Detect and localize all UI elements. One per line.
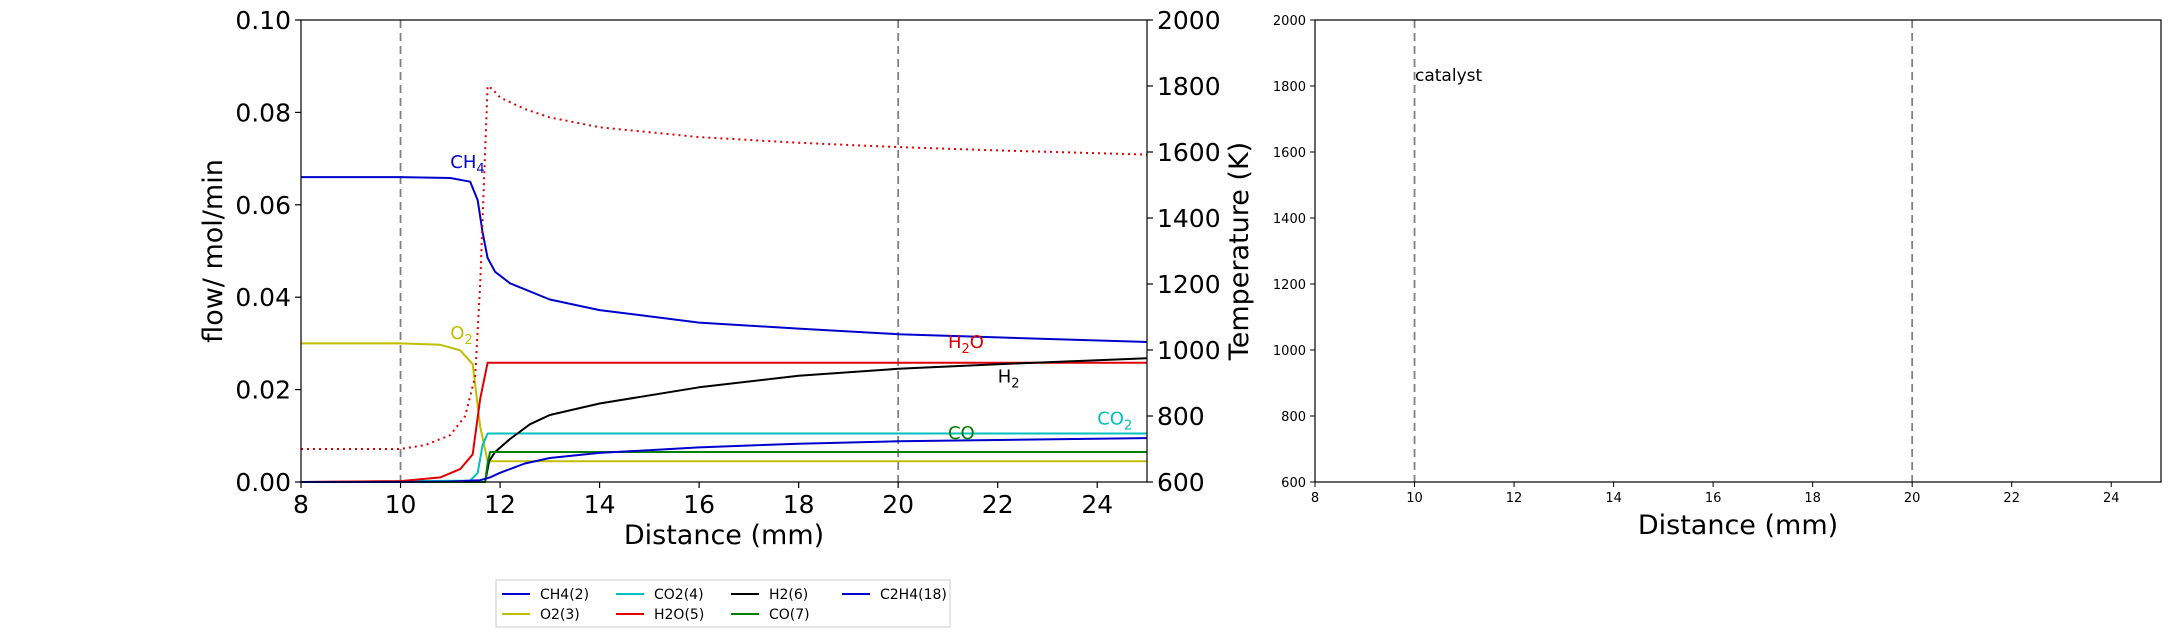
right-y-tick-label: 1600 xyxy=(1273,146,1306,161)
right-y-tick-label: 800 xyxy=(1157,402,1205,431)
series-line-h2-6- xyxy=(301,357,1148,483)
right-y-tick-label: 1400 xyxy=(1157,204,1221,233)
left-y-tick-label: 0.04 xyxy=(235,283,291,312)
series-line-ch4-2- xyxy=(301,176,1148,343)
left-y-tick-label: 0.00 xyxy=(235,468,291,497)
left-x-tick-label: 10 xyxy=(385,490,417,519)
right-x-tick-label: 24 xyxy=(2103,491,2120,506)
right-y-tick-label: 1000 xyxy=(1157,336,1221,365)
legend-label: CO2(4) xyxy=(654,587,704,603)
legend-label: O2(3) xyxy=(540,607,580,623)
left-x-ticks: 8 10 12 14 16 18 20 22 24 xyxy=(293,482,1113,519)
right-y-tick-label: 1800 xyxy=(1157,72,1221,101)
left-x-tick-label: 14 xyxy=(584,490,616,519)
left-x-axis-label: Distance (mm) xyxy=(624,520,824,551)
right-x-tick-label: 22 xyxy=(2003,491,2020,506)
legend: CH4(2) O2(3) CO2(4) H2O(5) H2(6) CO(7) C2H4(18… xyxy=(495,579,951,628)
series-line-c2h4-18- xyxy=(301,437,1148,483)
legend-label: CH4(2) xyxy=(540,587,589,603)
right-y-tick-label: 1600 xyxy=(1157,138,1221,167)
right-x-tick-label: 10 xyxy=(1406,491,1423,506)
legend-label: H2(6) xyxy=(769,587,808,603)
left-x-tick-label: 12 xyxy=(484,490,516,519)
right-x-tick-label: 18 xyxy=(1804,491,1821,506)
right-y-tick-label: 1200 xyxy=(1157,270,1221,299)
series-annotation-co2: CO2 xyxy=(1097,408,1132,433)
right-y-tick-label: 2000 xyxy=(1157,6,1221,35)
right-x-tick-label: 12 xyxy=(1506,491,1523,506)
right-y-tick-label: 600 xyxy=(1281,476,1306,491)
left-x-tick-label: 16 xyxy=(683,490,715,519)
left-plot-content xyxy=(300,20,1148,483)
right-x-tick-label: 16 xyxy=(1705,491,1722,506)
catalyst-annotation: catalyst xyxy=(1415,66,1482,86)
right-plot-content xyxy=(1413,20,1914,482)
right-y-tick-label: 800 xyxy=(1281,410,1306,425)
legend-label: H2O(5) xyxy=(654,607,704,623)
series-line-co2-4- xyxy=(300,432,1147,483)
series-line-temperature xyxy=(301,85,1148,450)
left-y-tick-label: 0.10 xyxy=(235,6,291,35)
left-x-tick-label: 8 xyxy=(293,490,309,519)
left-x-tick-label: 24 xyxy=(1081,490,1113,519)
left-y-tick-label: 0.08 xyxy=(235,98,291,127)
right-y-tick-label: 1800 xyxy=(1273,80,1306,95)
left-x-tick-label: 20 xyxy=(882,490,914,519)
series-annotation-o2: O2 xyxy=(450,323,472,348)
series-annotation-h2o: H2O xyxy=(948,332,984,357)
left-x-tick-label: 22 xyxy=(982,490,1014,519)
right-plot-frame xyxy=(1314,19,2162,483)
right-y-tick-label: 1200 xyxy=(1273,278,1306,293)
right-axis-ticks: 600 800 1000 1200 1400 1600 1800 2000 xyxy=(1147,6,1221,497)
right-x-ticks: 8 10 12 14 16 18 20 22 24 xyxy=(1311,482,2120,506)
legend-box xyxy=(495,579,951,628)
legend-label: CO(7) xyxy=(769,607,810,623)
left-y-ticks: 0.00 0.02 0.04 0.06 0.08 0.10 xyxy=(235,6,301,497)
right-x-tick-label: 14 xyxy=(1605,491,1622,506)
legend-label: C2H4(18) xyxy=(880,587,947,603)
series-annotation-h2: H2 xyxy=(998,367,1020,392)
series-annotation-ch4: CH4 xyxy=(450,152,484,177)
left-y-tick-label: 0.02 xyxy=(235,376,291,405)
right-y-ticks: 600 800 1000 1200 1400 1600 1800 2000 xyxy=(1273,14,1315,491)
left-y-tick-label: 0.06 xyxy=(235,191,291,220)
right-y-tick-label: 2000 xyxy=(1273,14,1306,29)
series-line-h2o-5- xyxy=(300,361,1147,483)
series-line-o2-3- xyxy=(301,342,1147,463)
right-x-tick-label: 20 xyxy=(1904,491,1921,506)
right-y-tick-label: 1000 xyxy=(1273,344,1306,359)
right-y-tick-label: 600 xyxy=(1157,468,1205,497)
right-y-axis-label: Temperature (K) xyxy=(1224,142,1255,361)
left-annotations: CH4 O2 H2O H2 CO2 CO xyxy=(450,152,1132,444)
right-x-tick-label: 8 xyxy=(1311,491,1319,506)
series-line-co-7- xyxy=(301,451,1147,483)
series-annotation-co: CO xyxy=(948,423,975,444)
right-x-axis-label: Distance (mm) xyxy=(1638,510,1838,541)
left-y-axis-label: flow/ mol/min xyxy=(198,159,229,343)
left-x-tick-label: 18 xyxy=(783,490,815,519)
right-chart: 8 10 12 14 16 18 20 22 24 600 800 1000 1200 1400 1600… xyxy=(1273,14,2162,541)
right-y-tick-label: 1400 xyxy=(1273,212,1306,227)
left-plot-frame xyxy=(300,19,1148,483)
